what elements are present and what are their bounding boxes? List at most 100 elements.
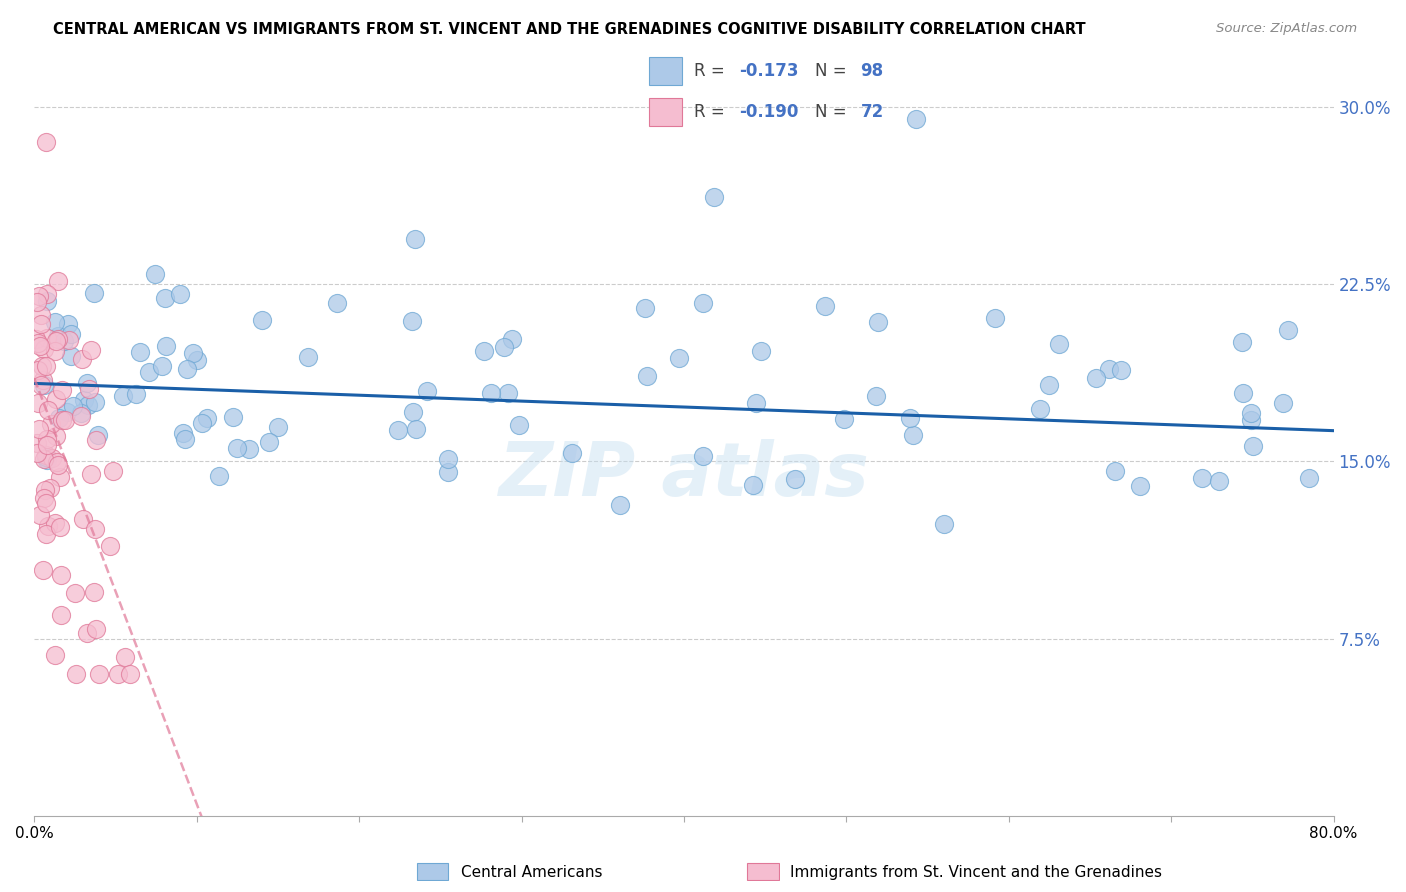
Point — [62, 399, 84, 413]
Point — [208, 468, 231, 483]
Point — [77, 382, 100, 396]
Point — [80, 467, 103, 482]
Point — [1208, 474, 1230, 488]
Point — [49, 519, 72, 533]
Text: N =: N = — [815, 103, 852, 121]
Point — [76, 376, 98, 391]
Point — [561, 446, 583, 460]
Point — [742, 478, 765, 492]
Point — [785, 472, 807, 486]
Point — [1191, 471, 1213, 485]
Point — [46, 332, 69, 346]
Point — [38, 482, 60, 496]
Point — [101, 464, 124, 478]
Point — [27, 363, 49, 377]
Bar — [648, 57, 682, 85]
Point — [172, 426, 194, 441]
Text: ZIP atlas: ZIP atlas — [499, 439, 869, 512]
Point — [58, 318, 80, 332]
Point — [87, 427, 110, 442]
Point — [32, 562, 55, 576]
Point — [1232, 386, 1254, 401]
Point — [983, 311, 1005, 326]
Point — [35, 453, 58, 467]
Text: Immigrants from St. Vincent and the Grenadines: Immigrants from St. Vincent and the Gren… — [790, 865, 1163, 880]
Point — [35, 293, 58, 308]
Point — [51, 384, 73, 398]
Point — [1104, 464, 1126, 478]
Text: -0.173: -0.173 — [740, 62, 799, 79]
Point — [70, 351, 93, 366]
Point — [32, 342, 55, 356]
Point — [1047, 336, 1070, 351]
Point — [37, 403, 59, 417]
Point — [27, 396, 49, 410]
Point — [35, 331, 58, 345]
Point — [1240, 413, 1263, 427]
Point — [35, 359, 58, 373]
Point — [59, 326, 82, 341]
Point — [1029, 402, 1052, 417]
Point — [636, 369, 658, 384]
Point — [32, 377, 55, 392]
Point — [1241, 439, 1264, 453]
Point — [44, 344, 66, 359]
Point — [501, 332, 523, 346]
Point — [32, 452, 55, 467]
Point — [86, 622, 108, 636]
Point — [668, 351, 690, 365]
Point — [1298, 471, 1320, 485]
Point — [176, 362, 198, 376]
Point — [297, 350, 319, 364]
Point — [813, 299, 835, 313]
Point — [436, 465, 458, 479]
Point — [35, 496, 58, 510]
Text: -0.190: -0.190 — [740, 103, 799, 121]
Point — [120, 667, 142, 681]
Point — [186, 352, 208, 367]
Point — [901, 428, 924, 442]
Point — [44, 648, 66, 663]
Point — [195, 410, 218, 425]
Point — [53, 413, 76, 427]
Point — [1230, 334, 1253, 349]
Point — [145, 267, 167, 281]
Point — [45, 392, 67, 406]
Point — [89, 667, 111, 681]
Point — [114, 649, 136, 664]
Point — [84, 434, 107, 448]
Point — [190, 417, 212, 431]
Point — [153, 291, 176, 305]
Point — [498, 385, 520, 400]
Point — [692, 296, 714, 310]
Point — [692, 449, 714, 463]
Point — [703, 189, 725, 203]
Point — [325, 295, 347, 310]
Point — [267, 419, 290, 434]
Point — [35, 450, 58, 464]
Point — [402, 405, 425, 419]
Point — [70, 406, 93, 420]
Point — [609, 498, 631, 512]
Point — [44, 315, 66, 329]
Point — [112, 389, 135, 403]
Text: 72: 72 — [860, 103, 883, 121]
Point — [225, 441, 247, 455]
Point — [508, 417, 530, 432]
Point — [34, 527, 56, 541]
Point — [35, 136, 58, 150]
Point — [138, 365, 160, 379]
Point — [44, 516, 66, 530]
Point — [494, 340, 516, 354]
Point — [1038, 378, 1060, 392]
Point — [37, 519, 59, 533]
Point — [481, 386, 503, 401]
Point — [868, 315, 890, 329]
Text: R =: R = — [695, 62, 730, 79]
Point — [56, 405, 79, 419]
Point — [749, 344, 772, 359]
Point — [865, 389, 887, 403]
Point — [44, 429, 66, 443]
Point — [72, 512, 94, 526]
Point — [30, 317, 52, 331]
